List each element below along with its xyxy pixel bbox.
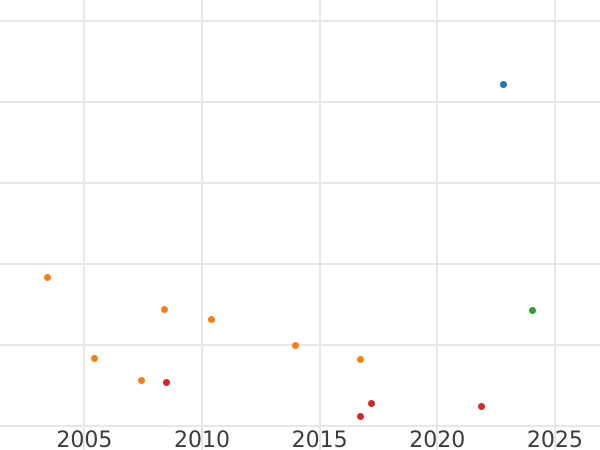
data-point-red [357,412,365,420]
x-tick-label-2020: 2020 [409,428,466,450]
gridline-x-2010 [201,0,204,450]
data-point-orange [292,342,300,350]
data-point-red [477,402,485,410]
data-point-orange [160,306,168,314]
gridline-y-2 [0,262,600,265]
gridline-x-2015 [318,0,321,450]
x-tick-label-2015: 2015 [291,428,348,450]
data-point-orange [137,376,145,384]
data-point-orange [91,355,99,363]
data-point-blue [499,81,507,89]
data-point-orange [43,274,51,282]
data-point-orange [356,355,364,363]
gridline-y-3 [0,181,600,184]
gridline-x-2025 [553,0,556,450]
data-point-red [163,378,171,386]
gridline-y-0 [0,424,600,427]
data-point-red [367,400,375,408]
gridline-y-4 [0,100,600,103]
x-tick-label-2005: 2005 [56,428,113,450]
gridline-y-1 [0,343,600,346]
gridline-y-5 [0,20,600,23]
x-tick-label-2010: 2010 [174,428,231,450]
data-point-green [528,307,536,315]
x-tick-label-2025: 2025 [526,428,583,450]
data-point-orange [208,316,216,324]
gridline-x-2020 [436,0,439,450]
gridline-x-2005 [83,0,86,450]
